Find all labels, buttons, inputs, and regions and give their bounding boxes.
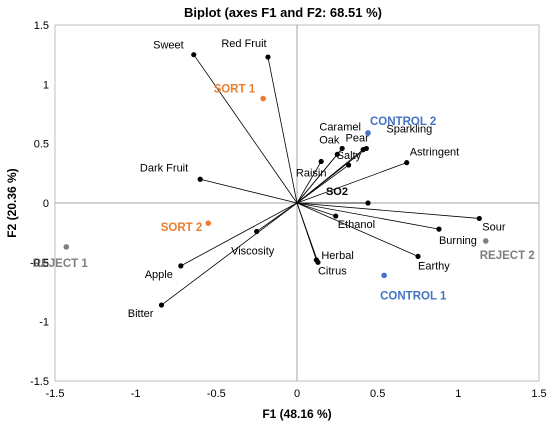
- x-axis-title: F1 (48.16 %): [262, 407, 331, 421]
- variable-point: [158, 302, 165, 308]
- x-tick-label: -0.5: [207, 388, 226, 400]
- variable-label: Herbal: [321, 250, 353, 262]
- variable-point: [436, 226, 442, 232]
- x-tick-label: 1.5: [531, 388, 546, 400]
- observation-label: REJECT 2: [480, 250, 535, 262]
- variable-label: Sour: [482, 221, 506, 233]
- variable-point: [318, 158, 324, 165]
- y-tick-labels: 1.5 1 0.5 0 -0.5 -1 -1.5: [30, 20, 49, 388]
- variable-vector: [296, 202, 319, 263]
- variable-point: [333, 213, 339, 219]
- y-tick-label: 0.5: [34, 139, 49, 151]
- observation-label: CONTROL 2: [370, 116, 436, 128]
- variable-point: [339, 145, 345, 152]
- y-tick-label: -1: [39, 317, 49, 329]
- x-tick-labels: -1.5 -1 -0.5 0 0.5 1 1.5: [46, 388, 547, 400]
- observation-point: [482, 238, 489, 244]
- variable-vector: [296, 161, 322, 204]
- x-tick-label: 0: [294, 388, 300, 400]
- variable-vector: [296, 148, 367, 204]
- variable-point: [197, 176, 203, 182]
- variable-label: Caramel: [319, 121, 361, 133]
- variable-vector: [296, 202, 419, 257]
- variable-point: [178, 263, 184, 269]
- x-tick-label: -1: [131, 388, 141, 400]
- variable-vector: [200, 178, 298, 204]
- variable-label: Salty: [337, 150, 362, 162]
- observation-point: [381, 272, 387, 279]
- observation-point: [365, 130, 371, 136]
- variable-label: Sweet: [153, 40, 184, 52]
- variable-vector: [296, 202, 480, 219]
- observation-label: SORT 2: [161, 222, 203, 234]
- variable-vector: [296, 162, 407, 204]
- y-tick-label: 1: [43, 79, 49, 91]
- variable-label: SO2: [326, 186, 348, 198]
- y-tick-label: 0: [43, 198, 49, 210]
- variable-point: [346, 162, 352, 168]
- variable-label: Bitter: [128, 308, 154, 320]
- variable-point: [415, 253, 421, 259]
- y-tick-label: -0.5: [30, 257, 49, 269]
- variable-label: Burning: [439, 235, 477, 247]
- y-axis-title: F2 (20.36 %): [5, 168, 19, 237]
- variable-point: [363, 145, 369, 152]
- variable-label: Red Fruit: [221, 38, 266, 50]
- variable-point: [315, 259, 321, 265]
- variable-vector: [161, 202, 298, 306]
- variable-label: Astringent: [410, 147, 460, 159]
- observation-point: [205, 220, 212, 226]
- chart-title: Biplot (axes F1 and F2: 68.51 %): [184, 5, 382, 20]
- variable-vector: [180, 202, 298, 267]
- variable-label: Sparkling: [386, 123, 432, 135]
- variable-vector: [296, 202, 440, 230]
- variable-label: Ethanol: [338, 219, 375, 231]
- x-tick-label: 0.5: [370, 388, 385, 400]
- variable-point: [334, 151, 340, 157]
- variable-label: Oak: [319, 134, 340, 146]
- variable-vector: [256, 202, 298, 232]
- observation-label: CONTROL 1: [380, 290, 447, 302]
- variable-label: Earthy: [418, 260, 450, 272]
- variable-vector: [193, 54, 298, 204]
- observation-points: SORT 1 SORT 2 CONTROL 2 CONTROL 1 REJECT 1 RE…: [33, 84, 535, 303]
- variable-label: Apple: [145, 269, 173, 281]
- variable-point: [191, 52, 197, 58]
- observation-label: REJECT 1: [33, 258, 89, 270]
- variable-point: [476, 215, 482, 222]
- variable-label: Pear: [346, 133, 370, 145]
- variable-vector: [296, 202, 336, 217]
- y-tick-label: -1.5: [30, 376, 49, 388]
- variable-vectors: Sweet Red Fruit Dark Fruit Apple Bitter Visco…: [128, 38, 506, 320]
- x-tick-label: -1.5: [46, 388, 65, 400]
- observation-point: [260, 95, 266, 102]
- variable-point: [265, 54, 271, 60]
- variable-point: [365, 200, 371, 206]
- x-tick-label: 1: [455, 388, 461, 400]
- variable-label: Viscosity: [231, 245, 275, 257]
- variable-point: [254, 228, 260, 235]
- variable-label: Citrus: [318, 265, 347, 277]
- variable-label: Raisin: [296, 167, 327, 179]
- variable-vector: [296, 154, 338, 204]
- observation-point: [63, 244, 70, 250]
- variable-point: [404, 160, 410, 166]
- observation-label: SORT 1: [214, 84, 256, 96]
- y-tick-label: 1.5: [34, 20, 49, 32]
- variable-vector: [267, 56, 298, 204]
- variable-label: Dark Fruit: [140, 162, 188, 174]
